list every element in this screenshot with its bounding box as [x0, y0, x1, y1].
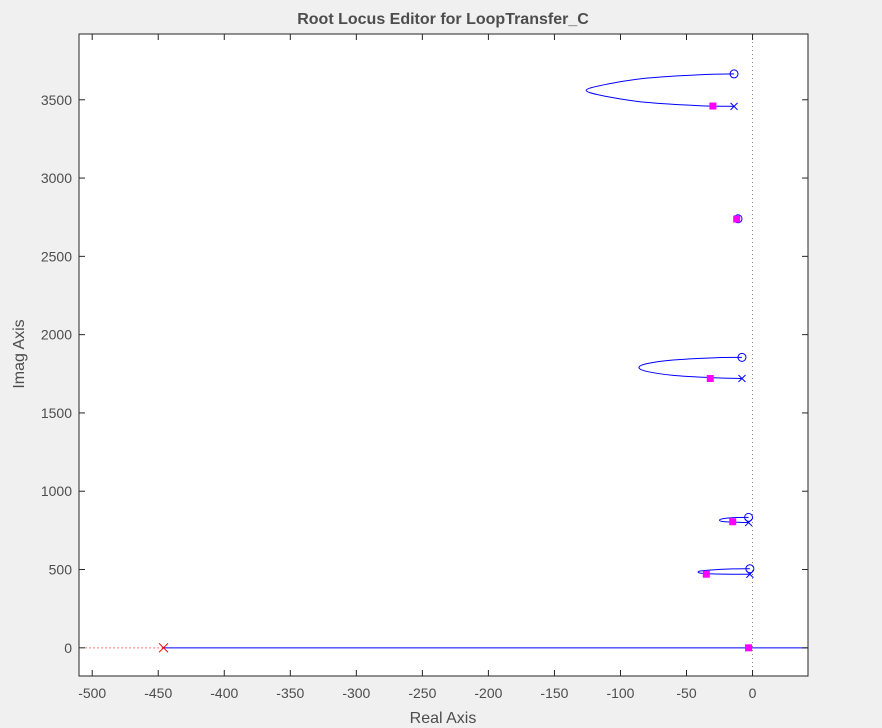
open-loop-pole-3[interactable]	[746, 570, 754, 579]
closed-loop-pole-2[interactable]	[706, 374, 714, 382]
plot-layer	[85, 34, 808, 676]
axes-box	[78, 33, 809, 677]
y-tick-label: 2000	[41, 327, 72, 343]
x-tick-label: -400	[210, 685, 238, 701]
x-tick-label: -350	[276, 685, 304, 701]
closed-loop-pole-1[interactable]	[733, 215, 741, 223]
y-tick-label: 0	[64, 640, 72, 656]
x-tick-label: -50	[676, 685, 696, 701]
open-loop-zero-4[interactable]	[745, 564, 755, 574]
compensator-pole-0[interactable]	[158, 642, 169, 653]
y-tick-label: 3000	[41, 170, 72, 186]
y-tick-label: 1000	[41, 483, 72, 499]
plot-clip-group	[85, 34, 808, 676]
x-tick-label: -150	[540, 685, 568, 701]
y-tick-label: 2500	[41, 248, 72, 264]
plot-area[interactable]	[79, 34, 808, 676]
y-tick-label: 3500	[41, 92, 72, 108]
open-loop-zero-2[interactable]	[737, 352, 747, 362]
closed-loop-pole-0[interactable]	[709, 102, 717, 110]
closed-loop-pole-5[interactable]	[745, 644, 753, 652]
locus-branch-3[interactable]	[719, 516, 749, 524]
x-tick-label: -100	[606, 685, 634, 701]
y-tick-label: 500	[49, 562, 73, 578]
open-loop-zero-0[interactable]	[729, 69, 739, 79]
y-tick-label: 1500	[41, 405, 72, 421]
x-tick-label: 0	[749, 685, 757, 701]
open-loop-zero-3[interactable]	[744, 512, 754, 522]
closed-loop-pole-3[interactable]	[729, 518, 737, 526]
closed-loop-pole-4[interactable]	[702, 570, 710, 578]
x-tick-label: -500	[78, 685, 106, 701]
x-tick-label: -250	[408, 685, 436, 701]
x-axis-label: Real Axis	[410, 710, 477, 727]
x-tick-label: -200	[474, 685, 502, 701]
locus-branch-2[interactable]	[638, 356, 742, 379]
x-tick-label: -450	[144, 685, 172, 701]
x-tick-label: -300	[342, 685, 370, 701]
open-loop-pole-2[interactable]	[744, 518, 753, 527]
tick-layer: -500 -450 -400 -350 -300 -250 -200 -150 -100 -50 0…	[41, 34, 808, 701]
locus-branch-0[interactable]	[585, 73, 735, 107]
chart-title: Root Locus Editor for LoopTransfer_C	[297, 11, 589, 28]
open-loop-pole-0[interactable]	[730, 102, 738, 111]
y-axis-label: Imag Axis	[11, 319, 28, 388]
locus-branch-4[interactable]	[697, 568, 750, 575]
open-loop-pole-1[interactable]	[738, 374, 746, 383]
